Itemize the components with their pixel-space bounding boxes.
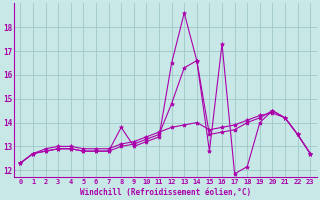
X-axis label: Windchill (Refroidissement éolien,°C): Windchill (Refroidissement éolien,°C) bbox=[80, 188, 251, 197]
